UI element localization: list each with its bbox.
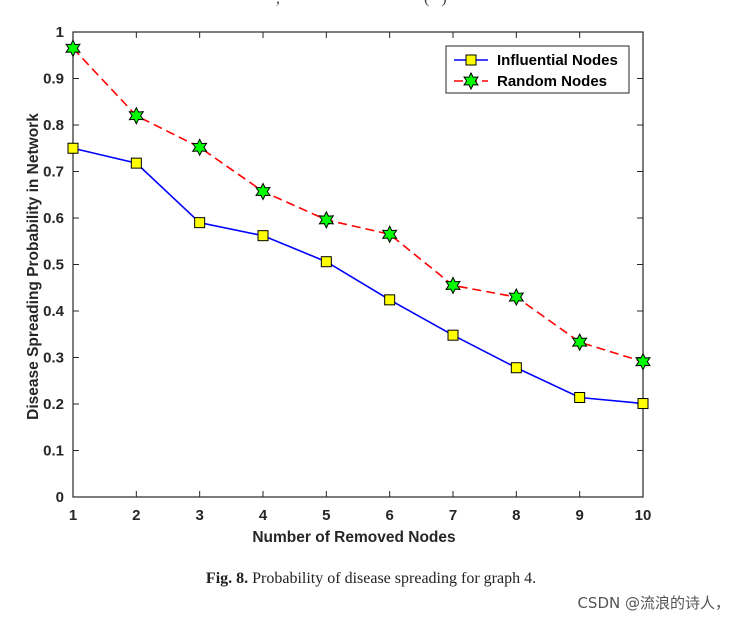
figure-caption: Fig. 8. Probability of disease spreading…	[0, 570, 742, 588]
series-1-point	[574, 391, 586, 403]
series-2-point	[381, 225, 398, 244]
y-tick-label: 0.5	[43, 257, 64, 274]
x-tick-label: 8	[512, 507, 520, 524]
series-1-point	[320, 256, 332, 268]
series-2-point	[571, 333, 588, 352]
series-1-point	[257, 230, 269, 242]
series-1-point	[447, 329, 459, 341]
series-1-point	[510, 362, 522, 374]
series-2-point	[445, 276, 461, 295]
y-tick-label: 0.8	[43, 117, 64, 134]
y-axis-label: Disease Spreading Probability in Network	[25, 113, 42, 420]
caption-text: Probability of disease spreading for gra…	[252, 570, 537, 587]
legend-marker-2	[463, 71, 479, 91]
x-tick-label: 9	[575, 507, 583, 524]
series-1-point	[384, 294, 396, 306]
y-tick-label: 0.7	[43, 164, 64, 181]
x-tick-label: 5	[322, 507, 330, 524]
plot-frame	[72, 31, 644, 498]
series-2-point	[635, 352, 651, 371]
caption-label: Fig. 8.	[205, 570, 249, 587]
series-2-point	[255, 182, 271, 201]
legend-marker-1	[465, 54, 477, 66]
legend-label-1: Influential Nodes	[497, 52, 618, 69]
y-tick-label: 0.6	[43, 210, 64, 227]
series-line-1	[72, 147, 644, 405]
x-tick-label: 7	[449, 507, 457, 524]
watermark: CSDN @流浪的诗人，	[577, 594, 730, 612]
y-tick-label: 0.1	[43, 443, 64, 460]
series-1-point	[194, 217, 206, 229]
series-2-point	[128, 106, 145, 125]
series-1-point	[130, 157, 142, 169]
series-1-point	[637, 398, 649, 410]
series-2-point	[65, 39, 81, 58]
series-2-point	[508, 287, 525, 307]
y-tick-label: 0.9	[43, 71, 64, 88]
x-tick-label: 6	[385, 507, 393, 524]
y-tick-label: 0.4	[43, 303, 65, 320]
x-tick-label: 3	[195, 507, 203, 524]
y-tick-label: 0	[56, 489, 64, 506]
series-2-point	[318, 210, 335, 229]
series-1-point	[67, 142, 79, 154]
cropped-header-fragment: , ( )	[276, 0, 447, 8]
series-line-2	[72, 47, 644, 363]
legend-label-2: Random Nodes	[497, 73, 607, 90]
x-tick-label: 1	[69, 507, 77, 524]
x-axis-label: Number of Removed Nodes	[252, 529, 455, 546]
x-tick-label: 10	[635, 507, 652, 524]
line-chart: 1 2 3 4 5 6 7 8 9 10 0 0.1 0.2 0.3 0.4 0.5 0.6 0.7 0.8 0.9 1…	[25, 24, 652, 546]
x-tick-label: 2	[132, 507, 140, 524]
series-2-point	[191, 138, 208, 157]
x-tick-label: 4	[259, 507, 268, 524]
y-tick-label: 1	[56, 24, 64, 41]
y-tick-label: 0.3	[43, 350, 64, 367]
y-tick-label: 0.2	[43, 396, 64, 413]
